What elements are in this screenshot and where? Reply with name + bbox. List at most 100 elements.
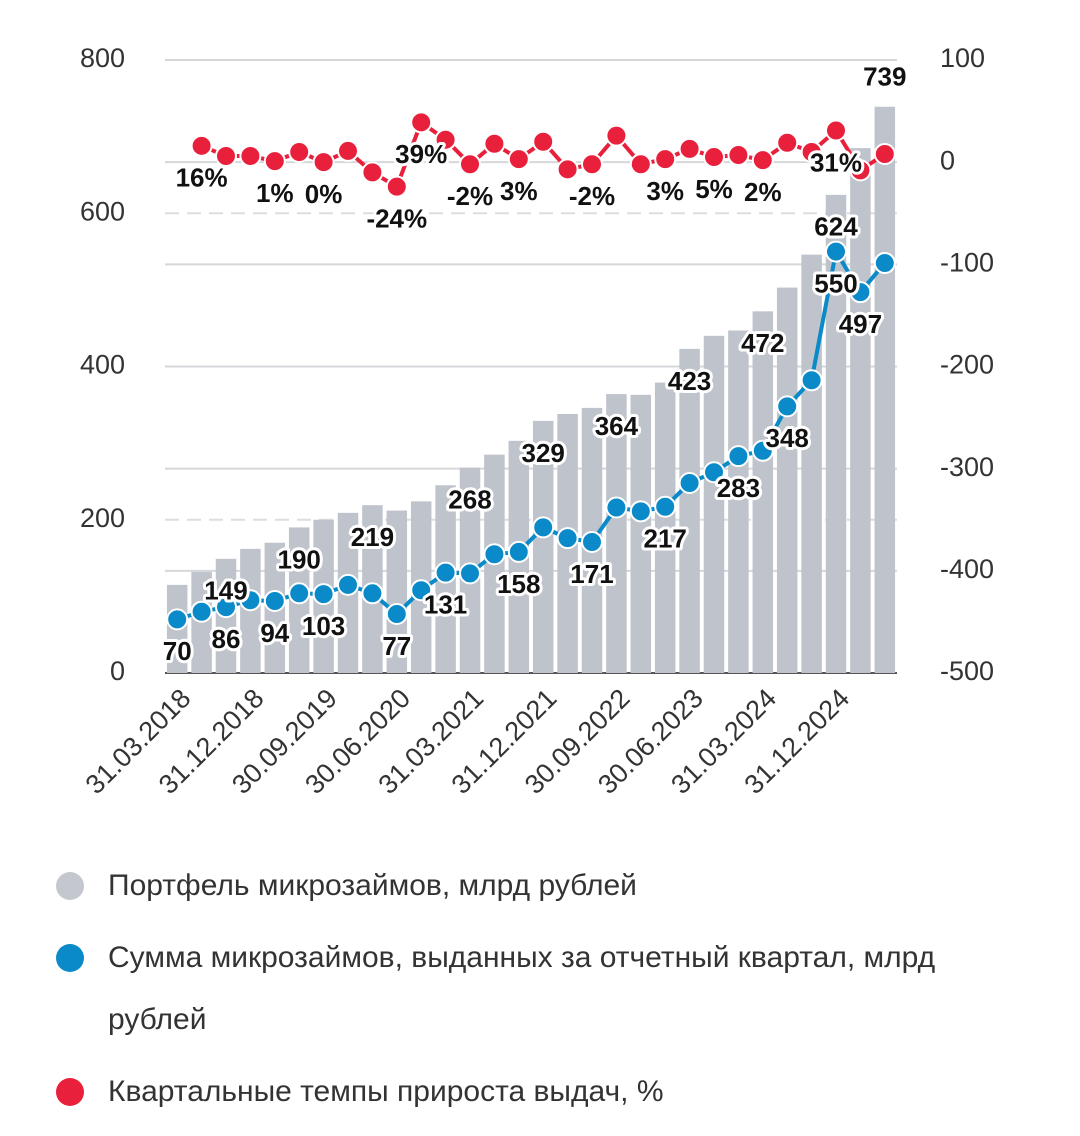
- point: [337, 573, 359, 596]
- point: [556, 527, 579, 550]
- point: [751, 439, 774, 462]
- point: [678, 137, 701, 160]
- point: [166, 608, 189, 631]
- point: [459, 562, 481, 585]
- point: [873, 252, 896, 275]
- y2-tick-label: -100: [940, 247, 994, 277]
- y2-tick-label: 0: [940, 145, 955, 175]
- bar: [825, 194, 847, 674]
- legend-item: Портфель микрозаймов, млрд рублей: [0, 855, 948, 917]
- point: [825, 240, 847, 263]
- data-label: 219: [351, 522, 394, 552]
- point: [361, 161, 384, 184]
- bar: [752, 311, 774, 673]
- point: [629, 153, 652, 176]
- point: [849, 281, 872, 304]
- data-label: 1%: [256, 178, 294, 208]
- data-label: 149: [204, 576, 247, 606]
- legend-marker: [56, 944, 84, 972]
- data-label: 70: [163, 636, 192, 666]
- legend-item: Квартальные темпы прироста выдач, %: [0, 1061, 948, 1123]
- point: [703, 461, 725, 484]
- chart: 149 190 219 268 329 364 423 472 624 739 70 86 94 103 7…: [80, 43, 994, 800]
- legend-label: Квартальные темпы прироста выдач, %: [108, 1075, 664, 1108]
- bars: [166, 106, 896, 674]
- point: [873, 142, 896, 165]
- data-label: 497: [839, 309, 882, 339]
- legend-marker: [56, 1078, 84, 1106]
- point: [532, 516, 555, 539]
- data-label: 103: [302, 611, 345, 641]
- point: [385, 602, 408, 625]
- y-tick-label: 200: [80, 503, 125, 533]
- point: [410, 111, 433, 134]
- y-tick-label: 800: [80, 43, 125, 73]
- data-label: 94: [260, 618, 289, 648]
- point: [215, 596, 237, 619]
- point: [288, 582, 311, 605]
- data-label: -24%: [366, 204, 427, 234]
- bar: [776, 287, 798, 673]
- point: [629, 500, 652, 523]
- point: [215, 145, 237, 168]
- point: [483, 543, 506, 566]
- bar: [874, 106, 896, 673]
- y-tick-label: 600: [80, 196, 125, 226]
- data-label: 3%: [500, 176, 538, 206]
- point: [410, 579, 433, 602]
- point: [556, 158, 579, 181]
- bar: [679, 348, 700, 673]
- point: [605, 124, 628, 147]
- point: [532, 130, 555, 153]
- point: [312, 583, 335, 606]
- point: [800, 369, 823, 392]
- point: [825, 119, 847, 142]
- point: [239, 589, 262, 612]
- point: [605, 496, 628, 519]
- bar: [703, 335, 725, 673]
- point: [507, 540, 530, 563]
- point: [581, 153, 603, 176]
- data-label: 131: [424, 589, 467, 619]
- bar: [654, 382, 676, 673]
- point: [654, 495, 677, 518]
- data-label: 5%: [695, 174, 733, 204]
- bar: [728, 330, 749, 673]
- data-label: -2%: [569, 181, 615, 211]
- point: [727, 144, 750, 167]
- point: [263, 589, 286, 612]
- lines: [166, 111, 896, 631]
- data-label: 190: [278, 544, 321, 574]
- point: [312, 151, 335, 174]
- data-label: 217: [644, 524, 687, 554]
- data-label: 348: [766, 423, 809, 453]
- point: [800, 140, 823, 163]
- data-label: 0%: [305, 179, 343, 209]
- point: [727, 445, 750, 468]
- data-label: -2%: [447, 181, 493, 211]
- bar: [532, 420, 554, 673]
- data-label: 171: [570, 559, 613, 589]
- point: [434, 561, 457, 584]
- data-label: 16%: [176, 163, 228, 193]
- bar: [850, 148, 871, 673]
- y2-tick-label: -200: [940, 350, 994, 380]
- bar: [386, 510, 408, 673]
- point: [459, 153, 481, 176]
- data-label: 739: [863, 62, 906, 92]
- labels: 149 190 219 268 329 364 423 472 624 739 70 86 94 103 7…: [160, 59, 910, 670]
- point: [507, 148, 530, 171]
- data-label: 364: [595, 411, 639, 441]
- point: [361, 582, 384, 605]
- bar: [606, 394, 627, 673]
- point: [678, 471, 701, 494]
- data-label: 158: [497, 569, 540, 599]
- point: [288, 140, 311, 163]
- point: [385, 175, 408, 198]
- bar: [630, 394, 652, 673]
- point: [751, 149, 774, 172]
- data-label: 31%: [810, 147, 862, 177]
- data-label: 77: [382, 631, 411, 661]
- point: [654, 148, 677, 171]
- point: [337, 139, 359, 162]
